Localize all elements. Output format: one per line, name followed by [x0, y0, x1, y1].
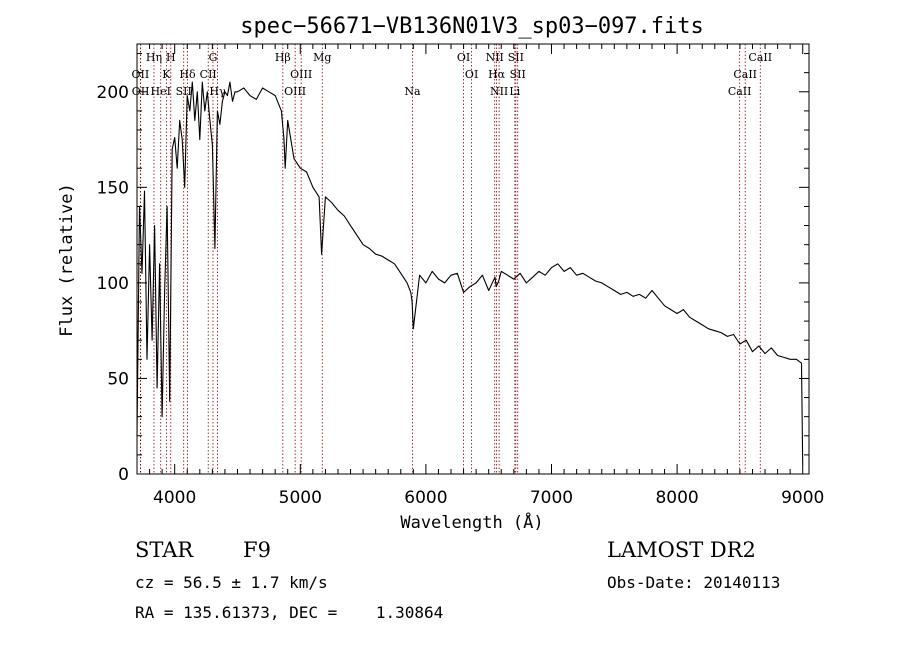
x-tick-label: 5000	[279, 488, 322, 508]
line-label: OΙΙ	[132, 68, 150, 81]
x-tick-label: 4000	[153, 488, 196, 508]
line-label: SΙΙ	[508, 51, 524, 64]
line-label: Hα	[488, 68, 506, 81]
line-label: Mg	[313, 51, 331, 64]
y-tick-label: 200	[97, 83, 129, 103]
obs-date: Obs-Date: 20140113	[607, 573, 781, 592]
redshift-cz: cz = 56.5 ± 1.7 km/s	[135, 573, 328, 592]
y-axis: 0 50 100 150 200	[97, 53, 809, 485]
spectrum-line	[136, 81, 804, 465]
line-label: CΙΙ	[200, 68, 217, 81]
y-tick-label: 0	[118, 465, 129, 485]
x-axis-label: Wavelength (Å)	[400, 511, 543, 533]
line-label: OΙΙΙ	[284, 85, 306, 98]
line-label: SΙΙ	[510, 68, 526, 81]
line-label: NΙΙ	[486, 51, 504, 64]
y-tick-label: 150	[97, 178, 129, 198]
line-label: K	[162, 68, 171, 81]
spectral-line-markers	[139, 44, 761, 474]
x-tick-label: 7000	[530, 488, 573, 508]
plot-frame	[136, 43, 810, 475]
line-label: CaΙΙ	[728, 85, 752, 98]
chart-title: spec−56671−VB136N01V3_sp03−097.fits	[240, 14, 704, 39]
y-tick-label: 50	[107, 369, 129, 389]
x-tick-label: 9000	[781, 488, 824, 508]
line-label: G	[209, 51, 218, 64]
spectral-line-labels: OΙΙOΙΙHηKHHeΙHδSΙΙGCΙΙHγHβOΙΙΙOΙΙΙMgNaOΙ…	[132, 51, 773, 98]
line-label: H	[166, 51, 176, 64]
line-label: Hδ	[179, 68, 196, 81]
line-label: Hβ	[275, 51, 291, 64]
line-label: SΙΙ	[176, 85, 192, 98]
line-label: Li	[509, 85, 520, 98]
line-label: OΙΙΙ	[290, 68, 312, 81]
x-tick-label: 6000	[404, 488, 447, 508]
line-label: Na	[404, 85, 421, 98]
line-label: Hγ	[209, 85, 226, 98]
spectrum-series	[136, 81, 804, 465]
line-label: OΙ	[465, 68, 478, 81]
object-subclass: F9	[243, 538, 271, 562]
ra-dec: RA = 135.61373, DEC = 1.30864	[135, 603, 444, 622]
line-label: OΙ	[457, 51, 470, 64]
line-label: Hη	[146, 51, 162, 64]
y-axis-label: Flux (relative)	[57, 183, 77, 337]
x-tick-label: 8000	[655, 488, 698, 508]
line-label: HeΙ	[151, 85, 171, 98]
line-label: CaΙΙ	[733, 68, 757, 81]
x-axis: 4000 5000 6000 7000 8000 9000	[149, 44, 824, 508]
line-label: CaΙΙ	[748, 51, 772, 64]
object-class: STAR	[135, 538, 194, 562]
y-tick-label: 100	[97, 274, 129, 294]
survey-name: LAMOST DR2	[607, 538, 756, 562]
line-label: NΙΙ	[490, 85, 508, 98]
